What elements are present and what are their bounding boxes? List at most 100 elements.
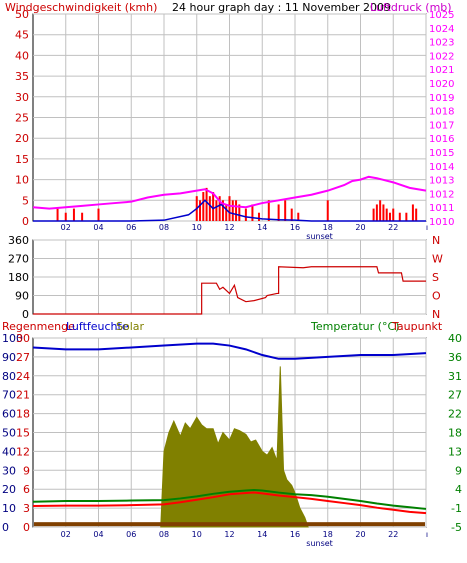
x-tick-label: 10: [192, 530, 202, 539]
right-tick-label: 36: [448, 351, 462, 364]
right-tick-label: 9: [455, 464, 462, 477]
left-tick-label: 0: [2, 521, 9, 534]
wind-low-line: [33, 199, 426, 222]
left-tick-label-secondary: 3: [23, 502, 30, 515]
right-tick-label: 1020: [429, 79, 454, 90]
rain-bar: [34, 522, 425, 527]
left-tick-label: 50: [2, 427, 16, 440]
x-tick-label: 06: [126, 530, 136, 539]
right-tick-label: 27: [448, 389, 462, 402]
x-tick-label: 08: [159, 530, 169, 539]
right-tick-label: O: [432, 290, 441, 303]
solar-area: [160, 366, 309, 528]
left-tick-label: 5: [22, 194, 29, 207]
x-tick-label: 02: [61, 530, 71, 539]
left-tick-label: 30: [2, 464, 16, 477]
x-tick-label: 18: [323, 530, 333, 539]
right-tick-label: 22: [448, 408, 462, 421]
left-tick-label-secondary: 21: [16, 389, 30, 402]
humidity-line: [32, 342, 427, 360]
left-tick-label: 50: [15, 8, 29, 21]
right-tick-label: 1022: [429, 51, 454, 62]
left-tick-label: 270: [8, 253, 29, 266]
legend-luftfeuchte: Luftfeuchte: [66, 320, 129, 333]
wind-speed-axis-title: Windgeschwindigkeit (kmh): [5, 1, 157, 14]
left-tick-label: 35: [15, 70, 29, 83]
right-tick-label: 40: [448, 332, 462, 345]
left-tick-label-secondary: 24: [16, 370, 30, 383]
right-tick-label: 1015: [429, 148, 454, 159]
right-tick-label: 1017: [429, 120, 454, 131]
right-tick-label: 1012: [429, 189, 454, 200]
x-tick-label: 02: [61, 223, 71, 232]
left-tick-label: 60: [2, 408, 16, 421]
right-tick-label: -5: [451, 521, 462, 534]
left-tick-label-secondary: 18: [16, 408, 30, 421]
x-tick-label: 10: [192, 223, 202, 232]
left-tick-label: 20: [2, 483, 16, 496]
left-tick-label: 0: [22, 215, 29, 228]
left-tick-label-secondary: 9: [23, 464, 30, 477]
left-tick-label: 25: [15, 112, 29, 125]
right-tick-label: 13: [448, 445, 462, 458]
x-tick-end-mark: ı: [426, 530, 428, 539]
left-tick-label: 45: [15, 29, 29, 42]
x-tick-label: 22: [388, 530, 398, 539]
x-tick-label: 06: [126, 223, 136, 232]
left-tick-label-secondary: 15: [16, 427, 30, 440]
left-tick-label: 20: [15, 132, 29, 145]
dewpoint-line: [32, 491, 427, 515]
left-tick-label: 90: [2, 351, 16, 364]
legend-temperatur: Temperatur (°C): [310, 320, 399, 333]
x-tick-label: 22: [388, 223, 398, 232]
x-tick-label: 04: [93, 530, 103, 539]
left-tick-label: 0: [22, 308, 29, 321]
x-tick-label: 16: [290, 530, 300, 539]
x-tick-label: 20: [355, 223, 365, 232]
right-tick-label: 1024: [429, 24, 454, 35]
sunset-annotation: sunset: [306, 539, 333, 548]
left-tick-label: 80: [2, 370, 16, 383]
left-tick-label: 15: [15, 153, 29, 166]
x-tick-label: 12: [224, 223, 234, 232]
left-tick-label: 10: [2, 502, 16, 515]
left-tick-label: 10: [15, 174, 29, 187]
right-tick-label: 18: [448, 427, 462, 440]
right-tick-label: 1016: [429, 134, 454, 145]
right-tick-label: 31: [448, 370, 462, 383]
left-tick-label: 100: [2, 332, 23, 345]
right-tick-label: 1025: [429, 10, 454, 21]
left-tick-label: 180: [8, 271, 29, 284]
temperature-line: [32, 489, 427, 510]
right-tick-label: 1019: [429, 93, 454, 104]
left-tick-label-secondary: 6: [23, 483, 30, 496]
left-tick-label-secondary: 30: [16, 332, 30, 345]
left-tick-label: 70: [2, 389, 16, 402]
right-tick-label: 1021: [429, 65, 454, 76]
right-tick-label: 1010: [429, 217, 454, 228]
right-tick-label: 1013: [429, 176, 454, 187]
left-tick-label-secondary: 27: [16, 351, 30, 364]
left-tick-label: 40: [15, 49, 29, 62]
x-tick-label: 04: [93, 223, 103, 232]
legend-taupunkt: Taupunkt: [391, 320, 443, 333]
right-tick-label: N: [432, 234, 440, 247]
right-tick-label: 1023: [429, 38, 454, 49]
left-tick-label: 360: [8, 234, 29, 247]
left-tick-label-secondary: 12: [16, 445, 30, 458]
left-tick-label: 30: [15, 91, 29, 104]
x-tick-label: 14: [257, 530, 267, 539]
wind-direction-line: [33, 266, 426, 315]
right-tick-label: 1018: [429, 107, 454, 118]
right-tick-label: 1014: [429, 162, 454, 173]
right-tick-label: 4: [455, 483, 462, 496]
left-tick-label-secondary: 0: [23, 521, 30, 534]
pressure-axis-title: Luftdruck (mb): [370, 1, 452, 14]
x-tick-label: 08: [159, 223, 169, 232]
right-tick-label: 1011: [429, 203, 454, 214]
x-tick-label: 16: [290, 223, 300, 232]
right-tick-label: S: [432, 271, 439, 284]
right-tick-label: N: [432, 308, 440, 321]
